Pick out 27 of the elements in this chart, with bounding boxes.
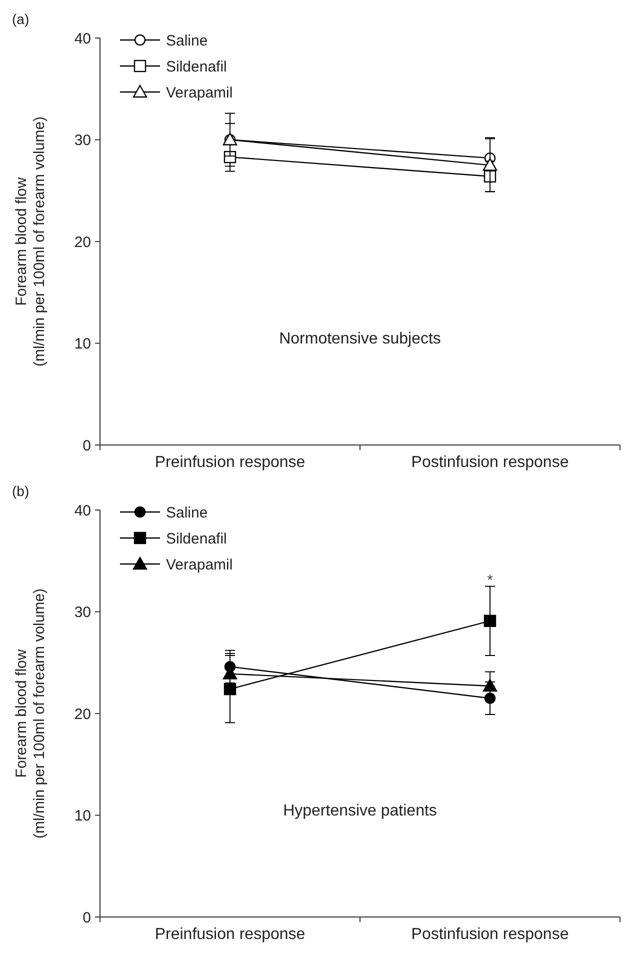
annotation: *: [487, 572, 494, 589]
y-tick-label: 0: [82, 909, 91, 926]
legend-label: Saline: [166, 32, 208, 50]
annotation: Hypertensive patients: [283, 802, 437, 820]
y-tick-label: 0: [82, 437, 91, 454]
legend-label: Sildenafil: [166, 58, 227, 76]
y-tick-label: 30: [74, 604, 91, 621]
y-tick-label: 40: [74, 30, 91, 48]
x-tick-label: Preinfusion response: [154, 926, 306, 943]
y-tick-label: 30: [74, 132, 91, 149]
chart-title: (b): [12, 483, 30, 499]
y-axis-title: Forearm blood flow (ml/min per 100ml of forearm volume): [13, 588, 48, 839]
y-tick-label: 10: [74, 336, 91, 352]
x-tick-label: Postinfusion response: [411, 926, 569, 943]
y-tick-label: 20: [74, 234, 91, 251]
y-axis-title: Forearm blood flow (ml/min per 100ml of forearm volume): [13, 116, 48, 367]
x-tick-label: Preinfusion response: [154, 454, 306, 471]
legend-label: Saline: [166, 504, 208, 522]
legend-label: Verapamil: [166, 556, 233, 574]
x-tick-label: Postinfusion response: [411, 454, 569, 471]
legend-label: Verapamil: [166, 84, 233, 102]
y-tick-label: 40: [74, 502, 91, 520]
y-tick-label: 20: [74, 706, 91, 723]
annotation: Normotensive subjects: [279, 330, 441, 348]
y-tick-label: 10: [74, 808, 91, 824]
chart-title: (a): [12, 11, 30, 27]
legend-label: Sildenafil: [166, 530, 227, 548]
